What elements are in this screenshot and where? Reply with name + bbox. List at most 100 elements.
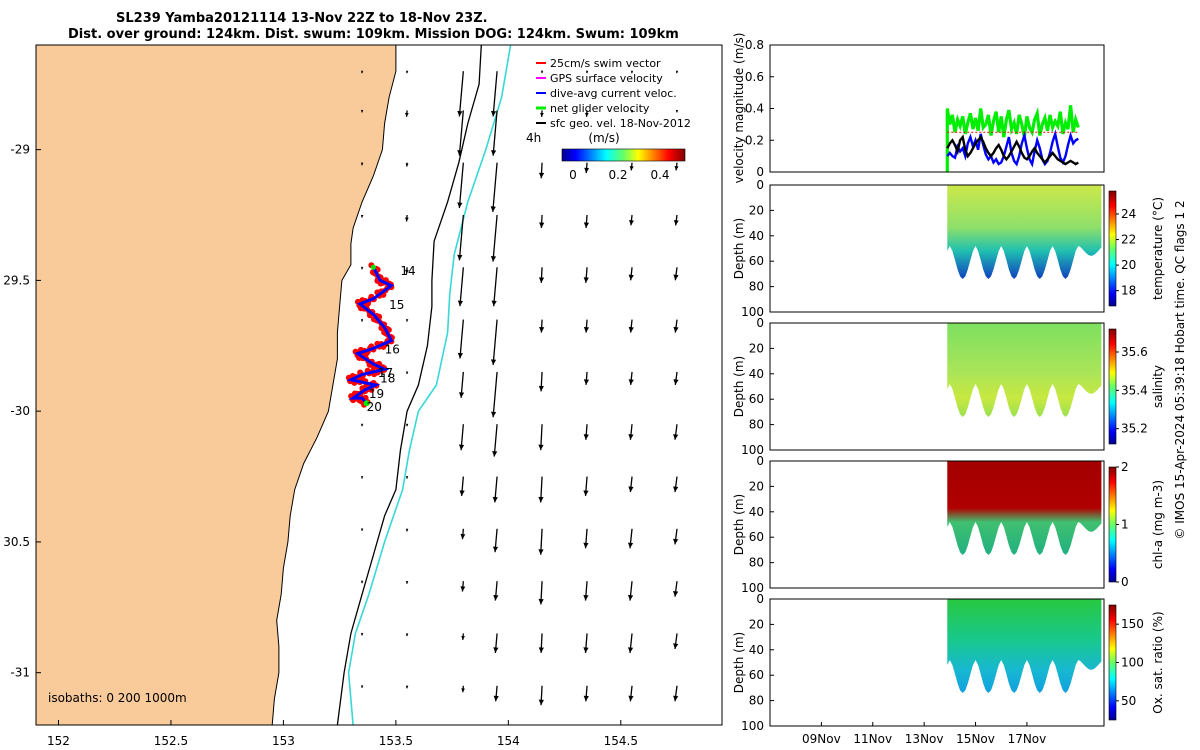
dive-avg-current-track <box>346 266 395 405</box>
velocity-vector-head <box>360 685 364 688</box>
velocity-vector-head <box>628 326 634 333</box>
velocity-vector <box>459 267 464 307</box>
velocity-vector-head <box>490 110 497 117</box>
velocity-vector-head <box>673 486 679 493</box>
velocity-vector-head <box>461 688 465 693</box>
velocity-vector-head <box>360 528 364 531</box>
velocity-vector-head <box>674 165 679 171</box>
velocity-vector-head <box>628 695 634 702</box>
velocity-vector-head <box>538 444 544 451</box>
map-xtick-label: 153 <box>272 734 295 748</box>
velocity-series-line <box>946 129 1079 168</box>
section-ytick-label: 100 <box>741 719 764 733</box>
figure-title-line2: Dist. over ground: 124km. Dist. swum: 10… <box>68 27 679 42</box>
velocity-vector <box>492 371 498 418</box>
velocity-series-line <box>946 134 1079 166</box>
colorbar-tick-label: 24 <box>1121 207 1136 221</box>
velocity-vector-head <box>492 450 498 457</box>
section-ytick-label: 20 <box>749 341 764 355</box>
velocity-vector-head <box>584 112 589 117</box>
velocity-vector-head <box>405 269 409 274</box>
velocity-vector-head <box>457 254 463 261</box>
velocity-vector <box>458 214 464 261</box>
velocity-vector-head <box>405 685 409 689</box>
section-ytick-label: 20 <box>749 617 764 631</box>
section-ytick-label: 80 <box>749 694 764 708</box>
velocity-vector-head <box>457 110 463 117</box>
velocity-vector <box>458 71 464 117</box>
section-ytick-label: 80 <box>749 418 764 432</box>
velocity-vector-head <box>628 274 634 281</box>
velocity-vector-head <box>583 326 590 333</box>
velocity-vector-head <box>673 220 679 226</box>
velocity-vector-head <box>673 695 679 702</box>
velocity-vector-head <box>405 319 409 322</box>
velocity-vector-head <box>458 444 465 451</box>
velocity-vector-head <box>585 70 589 74</box>
velocity-vector-head <box>627 647 634 653</box>
velocity-vector-head <box>490 411 497 418</box>
velocity-panel: 0 0.2 0.4 0.6 0.8 velocity magnitude (m/s) <box>732 33 1105 184</box>
colorbar-tick-label: 50 <box>1121 694 1136 708</box>
velocity-vector-head <box>457 300 464 307</box>
velocity-vector-head <box>360 476 364 479</box>
velocity-vector-head <box>493 695 499 702</box>
velocity-series-line <box>945 105 1080 172</box>
velocity-vector-head <box>627 542 634 549</box>
day-label: 20 <box>367 400 382 414</box>
section-ytick-label: 0 <box>756 454 764 468</box>
colorbar-tick-label: 1 <box>1121 518 1129 532</box>
map-colorbar-title: (m/s) <box>588 131 619 145</box>
velocity-vector-head <box>360 266 364 270</box>
section-xtick-label: 15Nov <box>956 732 995 746</box>
section-ytick-label: 60 <box>749 530 764 544</box>
velocity-vector-head <box>405 70 409 74</box>
section-ylabel: Depth (m) <box>732 356 746 417</box>
glider-track <box>345 262 395 408</box>
velocity-vector-head <box>583 695 589 702</box>
velocity-vector-head <box>405 217 409 222</box>
velocity-vector-head <box>360 70 364 74</box>
section-frame <box>769 598 1105 727</box>
velocity-vector-head <box>583 379 590 385</box>
velocity-vector-head <box>360 319 364 322</box>
velocity-vector <box>492 214 498 262</box>
legend-label-net: net glider velocity <box>550 102 650 115</box>
velocity-vector-head <box>490 256 497 262</box>
velocity-vector-head <box>360 162 364 166</box>
velocity-vector-head <box>461 635 465 640</box>
velocity-vector-head <box>583 222 590 228</box>
colorbar-label: chl-a (mg m-3) <box>1151 480 1165 569</box>
section-xtick-label: 17Nov <box>1008 732 1047 746</box>
section-ytick-label: 20 <box>749 479 764 493</box>
section-frame <box>769 322 1105 451</box>
velocity-vector-head <box>583 434 589 440</box>
map-axes: 152 152.5 153 153.5 154 154.5 -29 29.5 -30 30.5 -3… <box>3 143 638 748</box>
credit-text: © IMOS 15-Apr-2024 05:39:18 Hobart time.… <box>1173 200 1187 539</box>
velocity-vector <box>492 110 498 156</box>
velocity-vector-head <box>538 598 544 605</box>
day-label: 15 <box>389 298 404 312</box>
section-xtick-label: 11Nov <box>853 732 892 746</box>
map-xtick-label: 154.5 <box>604 734 638 748</box>
day-label: 14 <box>400 264 415 278</box>
section-data-field <box>947 599 1102 693</box>
section-ytick-label: 40 <box>749 505 764 519</box>
velocity-ylabel: velocity magnitude (m/s) <box>732 33 746 184</box>
section-frame <box>769 460 1105 589</box>
velocity-vector-head <box>673 538 679 545</box>
velocity-vector-head <box>629 166 634 171</box>
velocity-vector-head <box>538 172 545 179</box>
velocity-vector <box>459 319 464 359</box>
velocity-vector-head <box>673 326 679 333</box>
velocity-ytick-label: 0 <box>756 165 764 179</box>
section-ytick-label: 60 <box>749 254 764 268</box>
map-xtick-label: 154 <box>497 734 520 748</box>
velocity-vector-head <box>630 109 634 113</box>
velocity-vector-head <box>457 352 464 359</box>
velocity-vector-head <box>460 586 466 592</box>
section-ytick-label: 0 <box>756 316 764 330</box>
section-colorbar <box>1108 328 1117 445</box>
